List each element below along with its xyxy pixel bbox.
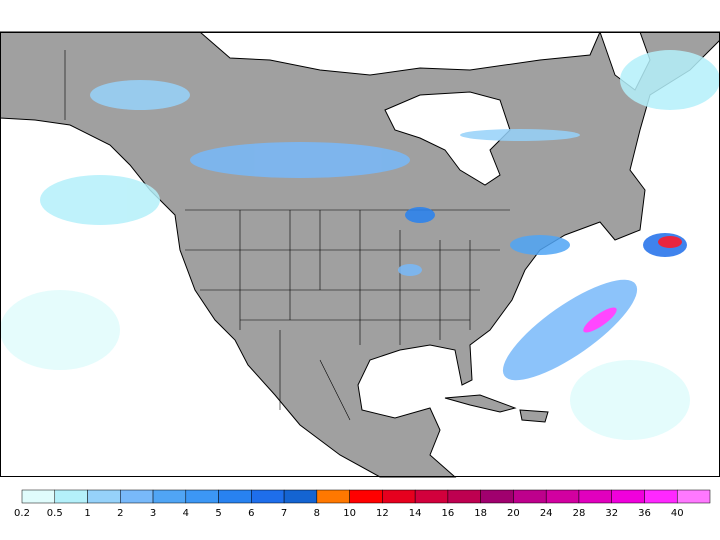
colorbar-swatch [251,489,285,504]
precip-area [658,236,682,248]
colorbar-label: 36 [638,508,651,519]
colorbar-swatch [54,489,88,504]
colorbar-label: 8 [314,508,320,519]
colorbar-swatch [120,489,154,504]
colorbar-swatch [676,489,711,504]
colorbar-label: 32 [605,508,618,519]
precip-area [405,207,435,223]
precip-area [460,129,580,141]
colorbar-swatch [87,489,121,504]
colorbar-label: 7 [281,508,287,519]
colorbar-label: 4 [183,508,189,519]
cuba [444,394,517,413]
colorbar-swatch [382,489,416,504]
precip-area [620,50,720,110]
colorbar: 0.2 0.5 1 2 3 4 5 6 7 8 10 12 14 16 18 20 24 28 32 36 40 [14,489,711,519]
state-borders [64,50,510,421]
colorbar-label: 0.2 [14,508,30,519]
precip-area [40,175,160,225]
colorbar-swatch [644,489,678,504]
map [0,31,720,478]
colorbar-swatch [611,489,645,504]
colorbar-swatch [21,489,56,504]
colorbar-label: 3 [150,508,156,519]
hispaniola [519,409,549,423]
colorbar-swatch [152,489,187,504]
precip-area [0,290,120,370]
precip-area [502,279,638,381]
colorbar-label: 40 [671,508,684,519]
colorbar-label: 24 [540,508,553,519]
colorbar-label: 10 [343,508,356,519]
colorbar-label: 14 [409,508,422,519]
colorbar-swatch [283,489,318,504]
precip-area [510,235,570,255]
precip-area [570,360,690,440]
precipitation [0,50,720,440]
hudson-bay [384,91,511,186]
precip-area [190,142,410,178]
colorbar-swatch [545,489,580,504]
colorbar-swatch [480,489,514,504]
colorbar-swatch [414,489,449,504]
colorbar-swatch [185,489,219,504]
colorbar-swatch [513,489,547,504]
colorbar-label: 2 [117,508,123,519]
colorbar-label: 28 [573,508,586,519]
colorbar-label: 16 [442,508,455,519]
colorbar-label: 12 [376,508,389,519]
precip-area [398,264,422,276]
colorbar-label: 5 [215,508,221,519]
colorbar-label: 18 [474,508,487,519]
colorbar-swatch [218,489,252,504]
colorbar-swatch [349,489,383,504]
colorbar-swatch [316,489,350,504]
colorbar-label: 1 [84,508,90,519]
precip-area [583,307,617,333]
precip-area [90,80,190,110]
arctic-water [198,31,601,76]
colorbar-swatch [447,489,481,504]
colorbar-label: 6 [248,508,254,519]
colorbar-label: 20 [507,508,520,519]
colorbar-label: 0.5 [47,508,63,519]
colorbar-swatch [578,489,612,504]
